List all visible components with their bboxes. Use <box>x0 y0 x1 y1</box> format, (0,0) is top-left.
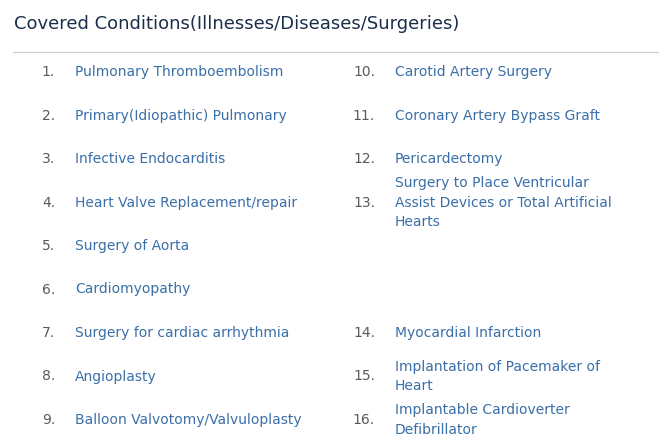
Text: Angioplasty: Angioplasty <box>75 369 157 384</box>
Text: Implantable Cardioverter
Defibrillator: Implantable Cardioverter Defibrillator <box>395 403 570 437</box>
Text: Surgery for cardiac arrhythmia: Surgery for cardiac arrhythmia <box>75 326 289 340</box>
Text: Infective Endocarditis: Infective Endocarditis <box>75 152 225 166</box>
Text: 11.: 11. <box>353 109 375 123</box>
Text: Heart Valve Replacement/repair: Heart Valve Replacement/repair <box>75 195 297 210</box>
Text: Carotid Artery Surgery: Carotid Artery Surgery <box>395 65 552 79</box>
Text: 15.: 15. <box>353 369 375 384</box>
Text: 2.: 2. <box>42 109 55 123</box>
Text: 16.: 16. <box>353 413 375 427</box>
Text: Balloon Valvotomy/Valvuloplasty: Balloon Valvotomy/Valvuloplasty <box>75 413 302 427</box>
Text: Cardiomyopathy: Cardiomyopathy <box>75 283 191 296</box>
Text: 4.: 4. <box>42 195 55 210</box>
Text: 5.: 5. <box>42 239 55 253</box>
Text: 3.: 3. <box>42 152 55 166</box>
Text: Pericardectomy: Pericardectomy <box>395 152 503 166</box>
Text: Pulmonary Thromboembolism: Pulmonary Thromboembolism <box>75 65 283 79</box>
Text: Primary(Idiopathic) Pulmonary: Primary(Idiopathic) Pulmonary <box>75 109 287 123</box>
Text: Covered Conditions(Illnesses/Diseases/Surgeries): Covered Conditions(Illnesses/Diseases/Su… <box>14 15 460 33</box>
Text: 12.: 12. <box>353 152 375 166</box>
Text: 8.: 8. <box>42 369 55 384</box>
Text: 10.: 10. <box>353 65 375 79</box>
Text: Surgery to Place Ventricular
Assist Devices or Total Artificial
Hearts: Surgery to Place Ventricular Assist Devi… <box>395 176 612 229</box>
Text: 1.: 1. <box>42 65 55 79</box>
Text: Surgery of Aorta: Surgery of Aorta <box>75 239 189 253</box>
Text: 7.: 7. <box>42 326 55 340</box>
Text: Implantation of Pacemaker of
Heart: Implantation of Pacemaker of Heart <box>395 360 600 393</box>
Text: 13.: 13. <box>353 195 375 210</box>
Text: Coronary Artery Bypass Graft: Coronary Artery Bypass Graft <box>395 109 600 123</box>
Text: 6.: 6. <box>42 283 55 296</box>
Text: Myocardial Infarction: Myocardial Infarction <box>395 326 541 340</box>
Text: 14.: 14. <box>353 326 375 340</box>
Text: 9.: 9. <box>42 413 55 427</box>
